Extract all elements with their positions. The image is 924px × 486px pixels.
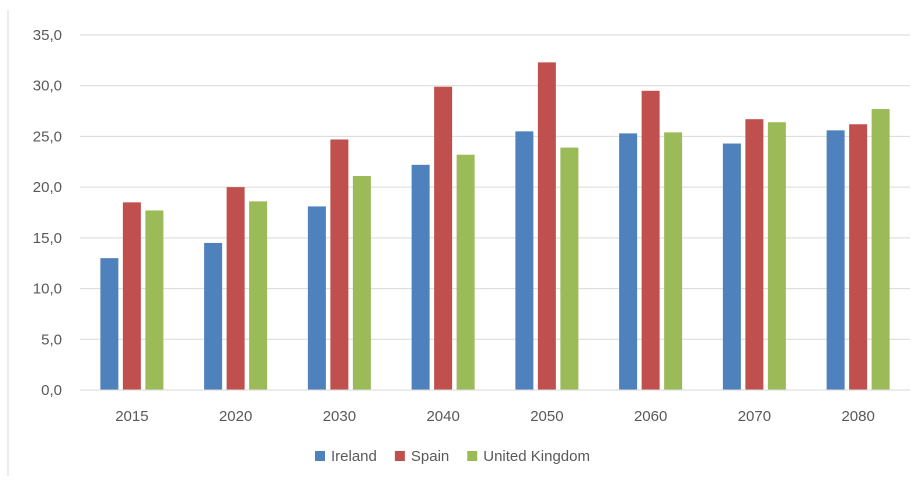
x-tick-label: 2040 [426,408,459,425]
bars [100,62,890,391]
y-tick-label: 20,0 [33,179,62,196]
bar-spain-2080 [849,124,868,390]
x-tick-label: 2050 [530,408,563,425]
x-tick-label: 2060 [634,408,667,425]
bar-spain-2040 [434,86,453,390]
legend-label-ireland: Ireland [331,448,377,465]
bar-united-kingdom-2080 [871,109,890,391]
y-axis: 0,0 5,0 10,0 15,0 20,0 25,0 30,0 35,0 [33,27,62,399]
legend-swatch-united-kingdom [467,451,478,461]
x-tick-label: 2020 [219,408,252,425]
bar-united-kingdom-2040 [456,154,475,390]
bar-ireland-2020 [204,242,223,390]
legend-label-united-kingdom: United Kingdom [483,448,590,465]
legend-swatch-ireland [315,451,325,461]
bar-spain-2020 [226,187,245,390]
y-tick-label: 0,0 [41,382,62,399]
bar-spain-2015 [122,202,141,390]
bar-ireland-2060 [619,133,638,390]
x-axis: 2015 2020 2030 2040 2050 2060 2070 2080 [115,408,875,425]
x-tick-label: 2080 [841,408,874,425]
legend: Ireland Spain United Kingdom [315,448,590,465]
x-tick-label: 2070 [738,408,771,425]
y-tick-label: 10,0 [33,281,62,298]
bar-united-kingdom-2015 [145,210,164,390]
bar-ireland-2040 [411,164,430,390]
y-tick-label: 25,0 [33,128,62,145]
bar-spain-2070 [745,119,764,390]
y-tick-label: 15,0 [33,230,62,247]
bar-ireland-2030 [307,206,326,390]
y-tick-label: 35,0 [33,27,62,44]
bar-ireland-2080 [826,130,845,391]
x-tick-label: 2030 [323,408,356,425]
x-tick-label: 2015 [115,408,148,425]
bar-united-kingdom-2070 [767,122,786,390]
bar-spain-2030 [330,139,349,390]
bar-united-kingdom-2050 [560,147,579,390]
legend-swatch-spain [394,451,405,461]
y-tick-label: 5,0 [41,331,62,348]
bar-spain-2050 [537,62,556,391]
bar-spain-2060 [641,90,660,391]
y-tick-label: 30,0 [33,78,62,95]
bar-ireland-2050 [515,131,534,390]
bar-ireland-2070 [722,143,741,390]
bar-ireland-2015 [100,258,119,390]
bar-united-kingdom-2030 [352,175,371,390]
bar-united-kingdom-2060 [664,132,683,390]
legend-label-spain: Spain [411,448,449,465]
bar-united-kingdom-2020 [249,201,268,390]
